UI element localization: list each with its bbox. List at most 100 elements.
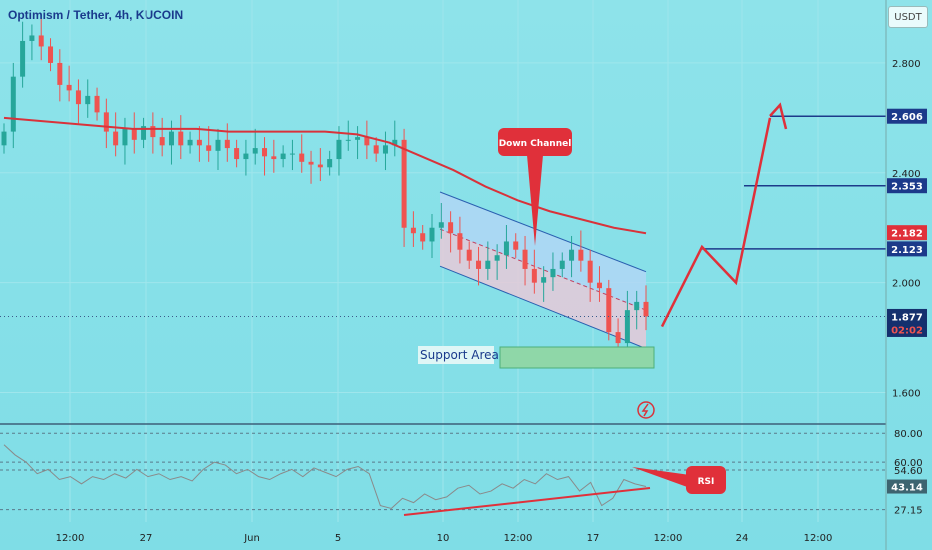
candle-body — [262, 148, 268, 157]
candle-body — [234, 148, 240, 160]
candle-body — [531, 268, 537, 283]
rsi-label: RSI — [698, 477, 715, 487]
candle-body — [373, 145, 379, 154]
candle-body — [48, 46, 54, 63]
candle-body — [327, 159, 333, 168]
candle-body — [429, 227, 435, 242]
candle-body — [345, 139, 351, 141]
rsi-line — [3, 444, 647, 509]
candle-body — [224, 139, 230, 149]
price-badge-label: 1.877 — [891, 312, 923, 323]
candle-body — [29, 35, 35, 41]
candle-body — [206, 145, 212, 151]
countdown-label: 02:02 — [891, 325, 923, 336]
down-channel-label: Down Channel — [499, 139, 572, 149]
rsi-trendline — [403, 487, 651, 516]
price-tick-label: 2.400 — [892, 169, 921, 180]
price-tick-label: 2.000 — [892, 279, 921, 290]
price-badge — [887, 241, 927, 257]
candle-body — [150, 126, 156, 138]
time-tick-label: 24 — [736, 533, 749, 544]
price-badge-label: 2.606 — [891, 112, 923, 123]
candle-body — [187, 139, 193, 146]
candle-body — [457, 233, 463, 250]
candle-body — [596, 282, 602, 289]
candle-body — [38, 35, 44, 47]
price-badge — [887, 225, 927, 241]
candle-body — [569, 249, 575, 261]
time-axis[interactable]: 12:00 27 Jun 5 10 12:00 17 12:00 24 12:00 — [56, 533, 833, 544]
price-tick-label: 2.800 — [892, 59, 921, 70]
time-tick-label: 10 — [437, 533, 450, 544]
candle-body — [141, 126, 147, 140]
candle-body — [513, 241, 519, 250]
candle-body — [113, 131, 119, 146]
candle-body — [299, 153, 305, 162]
down-channel-callout: Down Channel — [498, 128, 572, 246]
candle-body — [485, 260, 491, 269]
alert-icon[interactable] — [637, 401, 655, 419]
price-badges: 2.606 2.353 2.182 2.123 1.877 02:02 — [887, 108, 927, 337]
time-tick-label: 27 — [140, 533, 153, 544]
price-badge — [887, 178, 927, 194]
time-tick-label: 12:00 — [654, 533, 683, 544]
candle-body — [66, 84, 72, 91]
candle-body — [75, 90, 81, 105]
candle-body — [476, 260, 482, 269]
time-tick-label: 12:00 — [804, 533, 833, 544]
candle-body — [317, 164, 323, 168]
rsi-tick-label: 60.00 — [894, 458, 923, 469]
candle-body — [131, 128, 137, 140]
candle-body — [122, 128, 128, 146]
candle-body — [289, 153, 295, 155]
currency-button[interactable]: USDT — [888, 6, 928, 28]
candle-body — [466, 249, 472, 261]
candle-body — [382, 145, 388, 154]
support-area: Support Area — [418, 346, 655, 369]
time-tick-label: 12:00 — [504, 533, 533, 544]
candle-body — [364, 137, 370, 146]
candle-body — [541, 277, 547, 283]
price-badge-label: 2.182 — [891, 229, 923, 240]
candle-body — [271, 156, 277, 160]
candle-body — [643, 301, 649, 317]
candle-body — [85, 95, 91, 105]
candle-body — [94, 95, 100, 113]
candle-body — [57, 62, 63, 85]
chart-title: Optimism / Tether, 4h, KUCOIN — [8, 8, 184, 22]
candle-body — [438, 222, 444, 228]
projection-arrow — [660, 102, 788, 328]
price-axis[interactable]: 2.800 2.400 2.000 1.600 — [892, 59, 921, 400]
candle-body — [280, 153, 286, 160]
candle-body — [252, 148, 258, 154]
time-tick-label: 5 — [335, 533, 341, 544]
candle-body — [559, 260, 565, 269]
candle-body — [420, 233, 426, 242]
candle-body — [634, 301, 640, 311]
candle-body — [243, 153, 249, 160]
candle-body — [178, 131, 184, 146]
candle-body — [550, 268, 556, 278]
moving-average-line — [3, 116, 647, 235]
time-tick-label: Jun — [243, 533, 260, 544]
price-levels — [0, 115, 886, 317]
candle-body — [392, 139, 398, 146]
candle-body — [1, 131, 7, 146]
down-channel — [439, 191, 647, 350]
rsi-tick-label: 80.00 — [894, 429, 923, 440]
price-badge — [887, 308, 927, 337]
price-badge — [887, 108, 927, 124]
candle-body — [401, 139, 407, 228]
candle-body — [336, 139, 342, 160]
rsi-tick-label: 27.15 — [894, 506, 923, 517]
candle-body — [578, 249, 584, 261]
support-area-label: Support Area — [420, 348, 499, 362]
candle-body — [196, 139, 202, 146]
rsi-grid — [0, 432, 886, 511]
candle-body — [615, 332, 621, 344]
candle-body — [522, 249, 528, 269]
candle-body — [159, 137, 165, 146]
candle-body — [215, 139, 221, 151]
